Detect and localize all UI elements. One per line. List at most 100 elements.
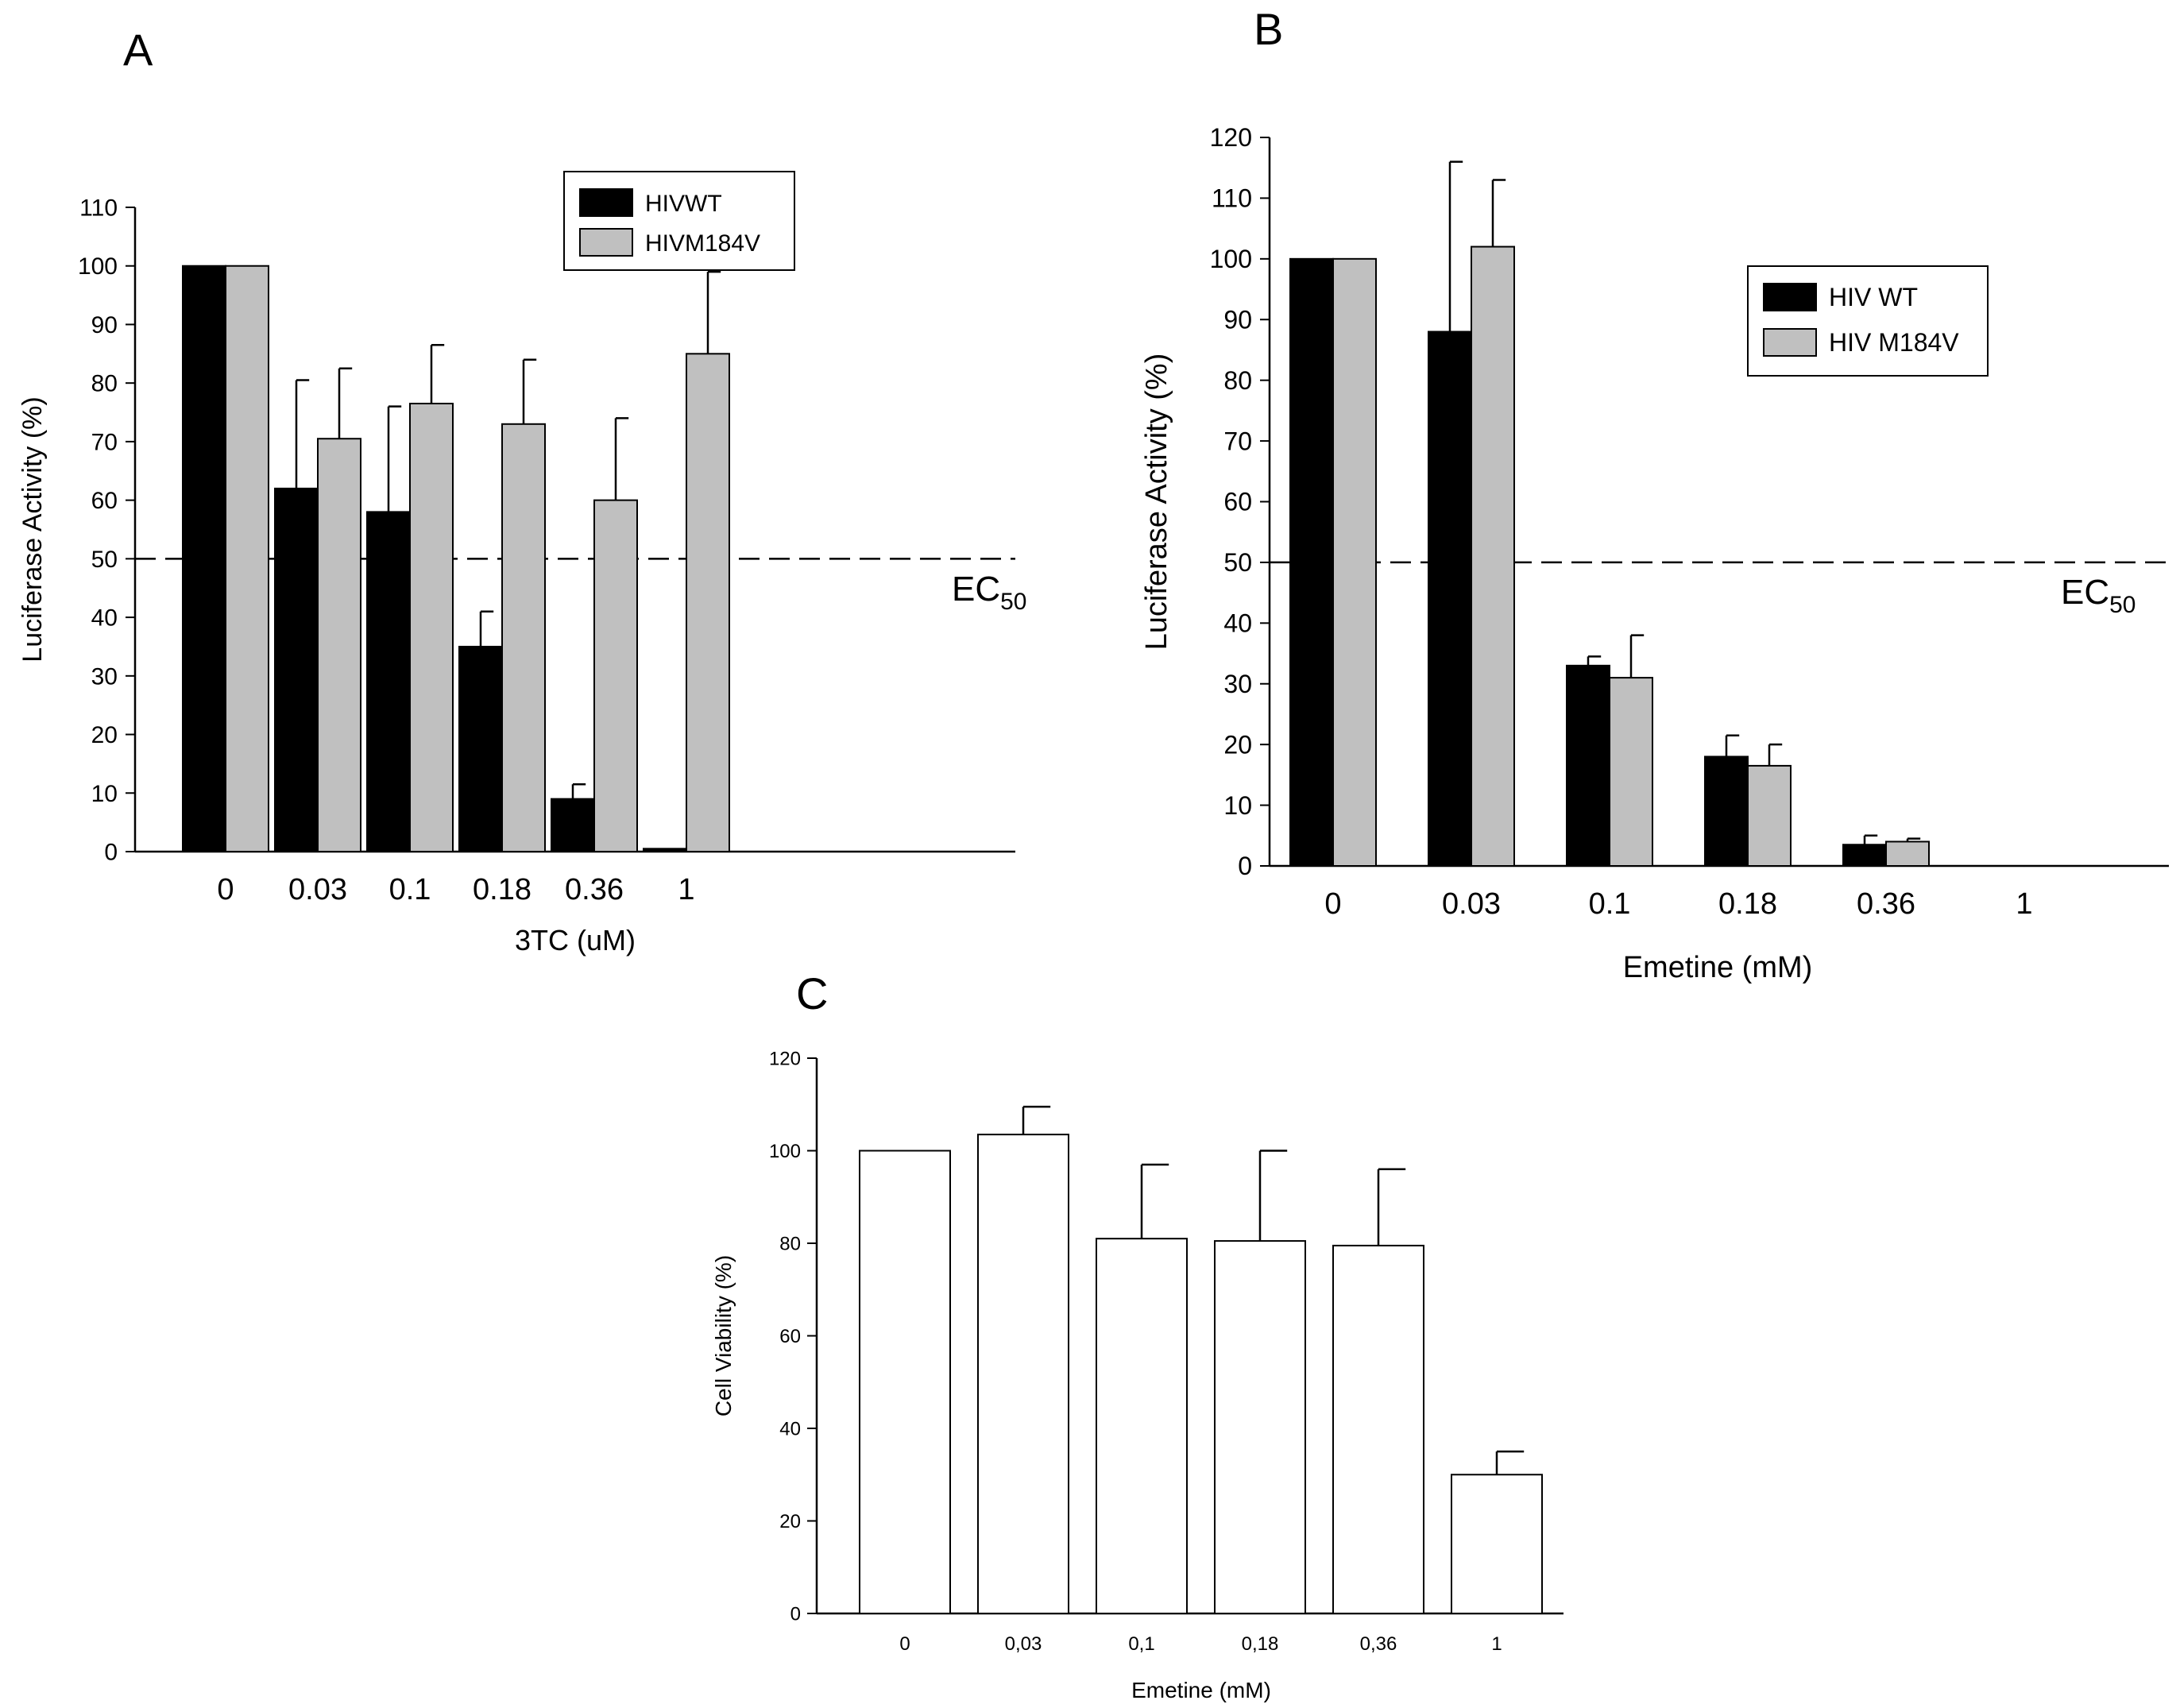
x-tick-label-a: 0 <box>217 873 234 906</box>
legend-b: HIV WT HIV M184V <box>1747 265 1989 377</box>
y-tick-label-b: 80 <box>1223 366 1252 395</box>
panel-label-b: B <box>1254 4 1283 54</box>
x-tick-label-a: 0.36 <box>565 873 624 906</box>
x-tick-label-c: 1 <box>1491 1633 1502 1655</box>
y-tick-label-b: 60 <box>1223 488 1252 516</box>
bar-b-s1-4 <box>1885 840 1930 868</box>
bar-a-s0-5 <box>643 848 687 852</box>
y-tick-label-b: 0 <box>1238 852 1252 880</box>
y-tick-label-a: 0 <box>104 840 118 866</box>
y-tick-label-c: 60 <box>779 1326 801 1347</box>
x-tick-label-b: 0.18 <box>1718 887 1777 921</box>
bar-b-s0-0 <box>1289 257 1334 868</box>
x-tick-label-a: 0.18 <box>473 873 531 906</box>
bar-a-s0-4 <box>551 798 595 852</box>
y-tick-label-a: 100 <box>78 253 118 280</box>
bar-c-s0-2 <box>1096 1238 1188 1615</box>
y-tick-label-b: 120 <box>1210 123 1252 152</box>
bar-c-s0-5 <box>1451 1474 1543 1614</box>
y-tick-label-b: 40 <box>1223 609 1252 638</box>
bar-b-s1-1 <box>1471 245 1515 867</box>
y-tick-label-a: 40 <box>91 605 118 632</box>
x-tick-label-b: 1 <box>2016 887 2032 921</box>
ec50-label-a: EC50 <box>952 570 1026 615</box>
bar-a-s1-3 <box>501 423 546 852</box>
y-tick-label-c: 0 <box>790 1603 801 1625</box>
x-tick-label-c: 0,36 <box>1360 1633 1397 1655</box>
bar-b-s0-2 <box>1566 664 1610 868</box>
x-tick-label-a: 0.03 <box>288 873 347 906</box>
bar-b-s0-1 <box>1428 330 1472 867</box>
y-tick-label-a: 50 <box>91 547 118 573</box>
legend-swatch-a-1 <box>579 228 633 257</box>
y-tick-label-b: 100 <box>1210 245 1252 273</box>
ec50-label-b: EC50 <box>2061 573 2136 618</box>
y-tick-label-a: 20 <box>91 722 118 748</box>
bar-a-s0-2 <box>366 511 411 853</box>
y-tick-label-a: 90 <box>91 312 118 338</box>
bar-a-s0-1 <box>274 487 319 853</box>
x-tick-label-c: 0,03 <box>1005 1633 1042 1655</box>
y-tick-label-b: 110 <box>1212 184 1252 213</box>
y-tick-label-a: 60 <box>91 488 118 514</box>
y-tick-label-a: 30 <box>91 663 118 690</box>
bar-a-s1-5 <box>686 353 730 852</box>
y-tick-label-b: 10 <box>1223 791 1252 820</box>
bar-c-s0-4 <box>1332 1244 1424 1614</box>
y-tick-label-b: 50 <box>1223 548 1252 577</box>
x-tick-label-a: 0.1 <box>389 873 431 906</box>
bar-a-s1-4 <box>593 499 638 852</box>
legend-swatch-b-1 <box>1763 328 1817 357</box>
x-tick-label-b: 0.36 <box>1857 887 1915 921</box>
x-tick-label-a: 1 <box>678 873 694 906</box>
chart-panel-c: 0 20 40 60 80 100 120 0 0,03 0,1 0,18 0,36 1 Emetine … <box>711 1048 1563 1702</box>
x-axis-title-c: Emetine (mM) <box>1131 1678 1271 1702</box>
y-axis-title-c: Cell Viability (%) <box>711 1255 736 1416</box>
bar-a-s1-1 <box>317 438 361 852</box>
y-tick-label-c: 120 <box>769 1048 801 1069</box>
x-tick-label-c: 0,18 <box>1242 1633 1279 1655</box>
y-tick-label-a: 10 <box>91 781 118 807</box>
y-tick-label-c: 100 <box>769 1141 801 1162</box>
x-tick-label-c: 0,1 <box>1128 1633 1154 1655</box>
y-axis-title-a: Luciferase Activity (%) <box>17 396 48 662</box>
legend-label-a-0: HIVWT <box>645 191 722 217</box>
panel-label-c: C <box>796 968 828 1018</box>
legend-label-a-1: HIVM184V <box>645 230 760 257</box>
legend-label-b-1: HIV M184V <box>1829 328 1959 357</box>
bar-b-s1-3 <box>1747 764 1792 867</box>
bar-b-s0-4 <box>1842 844 1887 867</box>
y-tick-label-c: 80 <box>779 1233 801 1254</box>
legend-label-b-0: HIV WT <box>1829 283 1918 311</box>
x-tick-label-b: 0 <box>1324 887 1341 921</box>
bar-a-s1-2 <box>409 402 454 852</box>
y-tick-label-b: 20 <box>1223 730 1252 759</box>
x-axis-title-a: 3TC (uM) <box>515 924 636 956</box>
chart-panel-a: 0 10 20 30 40 50 60 70 80 90 100 110 0 0.03 0.1 0.18 0.3… <box>17 171 1026 956</box>
y-tick-label-b: 30 <box>1223 670 1252 698</box>
y-tick-label-c: 20 <box>779 1511 801 1532</box>
legend-a: HIVWT HIVM184V <box>563 171 795 271</box>
bar-a-s1-0 <box>225 265 269 852</box>
bar-b-s1-0 <box>1332 257 1377 868</box>
y-axis-title-b: Luciferase Activity (%) <box>1140 354 1173 651</box>
bar-c-s0-3 <box>1214 1240 1306 1615</box>
y-tick-label-b: 70 <box>1223 427 1252 455</box>
legend-swatch-a-0 <box>579 188 633 217</box>
x-tick-label-b: 0.1 <box>1589 887 1631 921</box>
bar-c-s0-1 <box>977 1134 1069 1615</box>
bar-b-s0-3 <box>1704 755 1749 868</box>
bar-b-s1-2 <box>1609 677 1653 867</box>
chart-panel-b: 0 10 20 30 40 50 60 70 80 90 100 110 120 0 0.03 0.1 0.18… <box>1140 123 2169 984</box>
x-tick-label-b: 0.03 <box>1442 887 1501 921</box>
x-axis-title-b: Emetine (mM) <box>1623 951 1813 984</box>
y-tick-label-a: 80 <box>91 371 118 397</box>
bar-c-s0-0 <box>859 1150 951 1614</box>
legend-swatch-b-0 <box>1763 283 1817 311</box>
y-tick-label-a: 70 <box>91 429 118 455</box>
bar-a-s0-0 <box>182 265 226 852</box>
panel-label-a: A <box>123 25 153 75</box>
bar-a-s0-3 <box>458 645 503 852</box>
y-tick-label-a: 110 <box>79 195 118 222</box>
